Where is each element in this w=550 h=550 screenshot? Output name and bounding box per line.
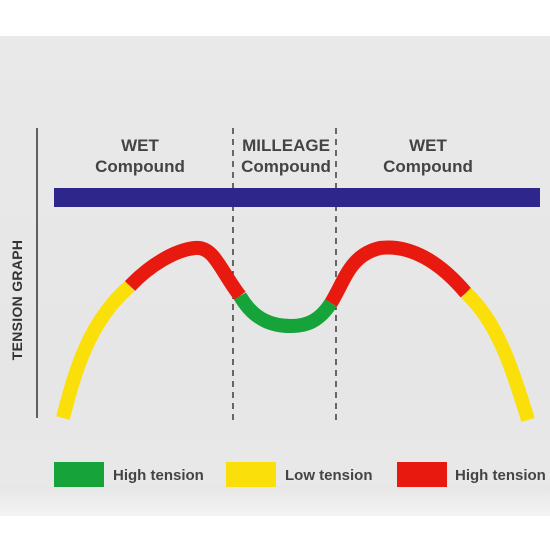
tread-band bbox=[54, 188, 540, 207]
y-axis-label: TENSION GRAPH bbox=[9, 240, 25, 361]
curve-center-tension bbox=[233, 292, 337, 334]
legend-label-yellow: Low tension bbox=[285, 467, 373, 484]
legend-label-red: High tension bbox=[455, 467, 546, 484]
zone-middle-title: MILLEAGE bbox=[242, 136, 330, 155]
background-fade bbox=[0, 486, 550, 516]
zone-left-subtitle: Compound bbox=[95, 157, 185, 176]
curve-right-low-tension bbox=[461, 287, 535, 423]
curve-left-low-tension bbox=[56, 280, 135, 420]
legend-swatch-red bbox=[397, 462, 447, 487]
zone-middle-subtitle: Compound bbox=[241, 157, 331, 176]
curve-left-high-tension bbox=[124, 241, 246, 301]
zone-right-title: WET bbox=[409, 136, 447, 155]
legend-label-green: High tension bbox=[113, 467, 204, 484]
zone-right-subtitle: Compound bbox=[383, 157, 473, 176]
legend: High tension Low tension High tension bbox=[54, 462, 546, 487]
legend-swatch-yellow bbox=[226, 462, 276, 487]
zone-left-title: WET bbox=[121, 136, 159, 155]
curve-right-high-tension bbox=[324, 240, 472, 307]
legend-swatch-green bbox=[54, 462, 104, 487]
tension-curve bbox=[56, 240, 535, 423]
